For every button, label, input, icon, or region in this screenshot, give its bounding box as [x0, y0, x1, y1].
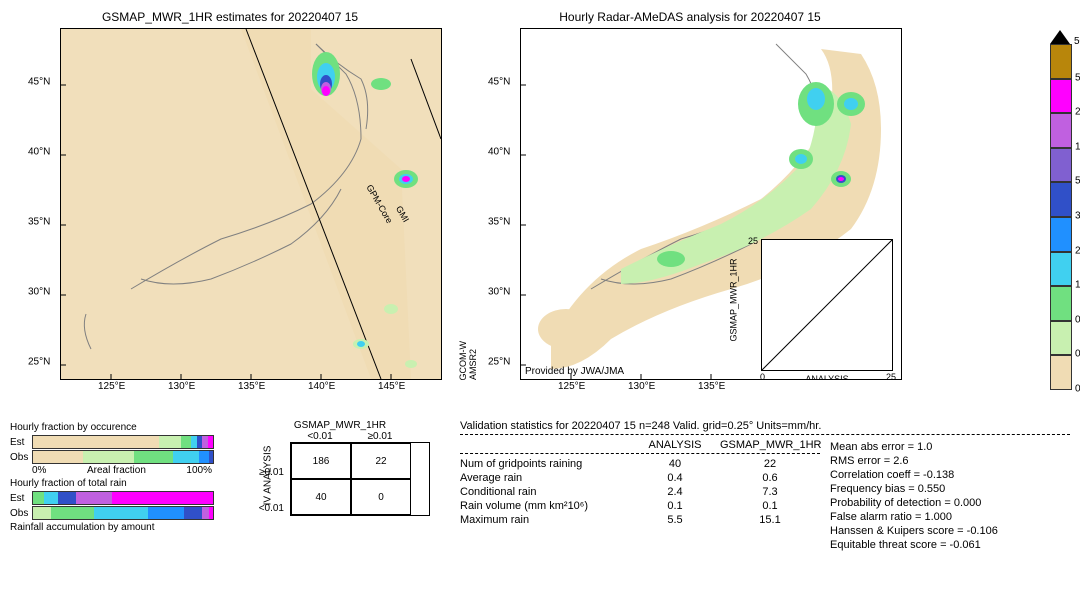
scatter-inset: 0 25 25 ANALYSIS GSMAP_MWR_1HR	[761, 239, 893, 371]
colorbar: 50251053210.50.01050	[1050, 30, 1070, 390]
ytick: 35°N	[28, 217, 50, 228]
fraction-block: Hourly fraction by occurence Est Obs 0%A…	[10, 420, 230, 553]
stats-title: Validation statistics for 20220407 15 n=…	[460, 420, 1070, 432]
map-right-frame: 0 25 25 ANALYSIS GSMAP_MWR_1HR Provided …	[520, 28, 902, 380]
map-right-panel: Hourly Radar-AMeDAS analysis for 2022040…	[470, 10, 910, 390]
scatter-xlabel: ANALYSIS	[762, 374, 892, 380]
colorbar-cap-icon	[1050, 30, 1070, 44]
accum-title: Rainfall accumulation by amount	[10, 522, 230, 533]
right-vert-label-1: GCOM-W	[458, 341, 468, 381]
provided-by: Provided by JWA/JMA	[525, 366, 624, 377]
ytick: 40°N	[28, 147, 50, 158]
xtick: 130°E	[168, 381, 195, 392]
map-right-title: Hourly Radar-AMeDAS analysis for 2022040…	[470, 10, 910, 24]
occ-title: Hourly fraction by occurence	[10, 422, 230, 433]
map-left-panel: GSMAP_MWR_1HR estimates for 20220407 15	[10, 10, 450, 390]
xtick: 135°E	[238, 381, 265, 392]
xtick: 125°E	[98, 381, 125, 392]
scatter-ylabel: GSMAP_MWR_1HR	[729, 258, 739, 341]
map-left-frame: GPM-Core GMI	[60, 28, 442, 380]
xtick: 145°E	[378, 381, 405, 392]
xtick: 140°E	[308, 381, 335, 392]
rain-title: Hourly fraction of total rain	[10, 478, 230, 489]
contingency-table: GSMAP_MWR_1HR <0.01 ≥0.01 186 22 40 0 ≥0…	[250, 420, 430, 553]
map-left-title: GSMAP_MWR_1HR estimates for 20220407 15	[10, 10, 450, 24]
ytick: 25°N	[28, 357, 50, 368]
ytick: 45°N	[28, 77, 50, 88]
ytick: 30°N	[28, 287, 50, 298]
stats-block: Validation statistics for 20220407 15 n=…	[460, 420, 1070, 553]
